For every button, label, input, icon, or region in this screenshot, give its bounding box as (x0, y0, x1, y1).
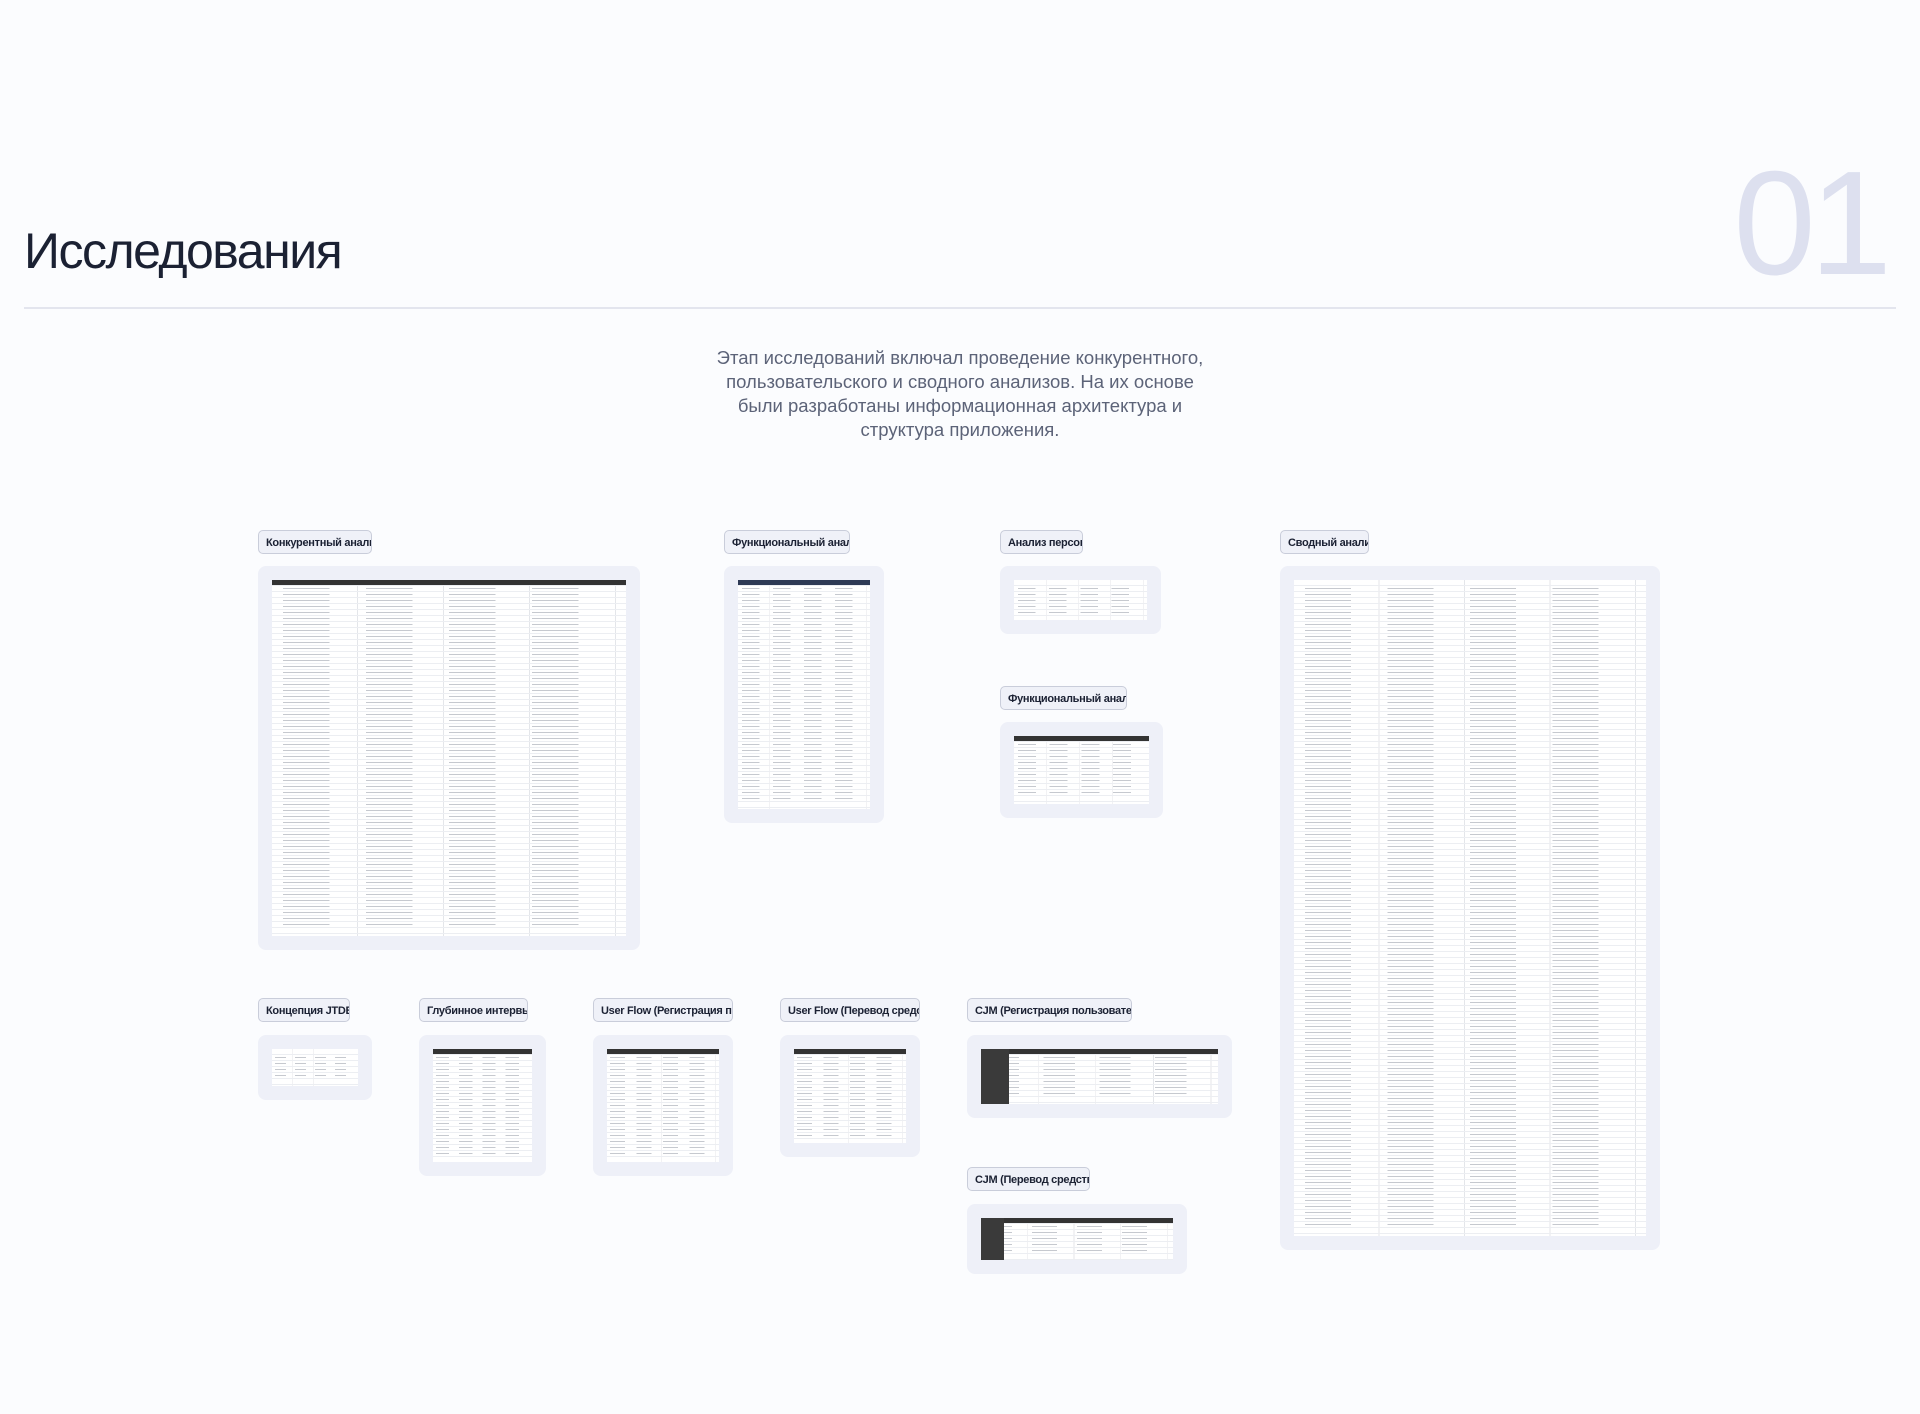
spreadsheet-thumbnail (1294, 580, 1646, 1236)
page-title: Исследования (24, 223, 343, 279)
artifact-label[interactable]: User Flow (Регистрация по... (593, 998, 733, 1022)
artifact-label[interactable]: Анализ персон (1000, 530, 1083, 554)
artifact-card-userflow-transfer[interactable] (780, 1035, 920, 1157)
artifact-label[interactable]: Концепция JTDB (258, 998, 350, 1022)
artifact-label[interactable]: Функциональный анализ (724, 530, 850, 554)
artifact-card-jtbd[interactable] (258, 1035, 372, 1100)
intro-text: Этап исследований включал проведение кон… (716, 347, 1204, 440)
artifact-card-personas[interactable] (1000, 566, 1161, 634)
artifact-label[interactable]: Глубинное интервью (419, 998, 528, 1022)
artifact-label[interactable]: Функциональный анализ (1000, 686, 1127, 710)
spreadsheet-thumbnail (981, 1049, 1218, 1104)
artifact-card-summary[interactable] (1280, 566, 1660, 1250)
spreadsheet-thumbnail (1014, 580, 1147, 620)
artifact-label[interactable]: CJM (Перевод средств) (967, 1167, 1090, 1191)
spreadsheet-thumbnail (433, 1049, 532, 1162)
spreadsheet-thumbnail (981, 1218, 1173, 1260)
artifact-card-interview[interactable] (419, 1035, 546, 1176)
artifact-card-cjm-transfer[interactable] (967, 1204, 1187, 1274)
section-number: 01 (1733, 141, 1892, 306)
artifact-card-competitive[interactable] (258, 566, 640, 950)
spreadsheet-thumbnail (738, 580, 870, 809)
artifact-label[interactable]: Конкурентный анализ (258, 530, 372, 554)
artifact-card-functional[interactable] (724, 566, 884, 823)
artifact-card-cjm-registration[interactable] (967, 1035, 1232, 1118)
artifact-card-functional-2[interactable] (1000, 722, 1163, 818)
spreadsheet-thumbnail (1014, 736, 1149, 804)
spreadsheet-thumbnail (794, 1049, 906, 1143)
artifact-label[interactable]: User Flow (Перевод средс... (780, 998, 920, 1022)
spreadsheet-thumbnail (607, 1049, 719, 1162)
spreadsheet-thumbnail (272, 580, 626, 936)
artifact-label[interactable]: CJM (Регистрация пользователя) (967, 998, 1132, 1022)
spreadsheet-thumbnail (272, 1049, 358, 1086)
artifact-card-userflow-registration[interactable] (593, 1035, 733, 1176)
divider (24, 307, 1896, 309)
artifact-label[interactable]: Сводный анализ (1280, 530, 1369, 554)
